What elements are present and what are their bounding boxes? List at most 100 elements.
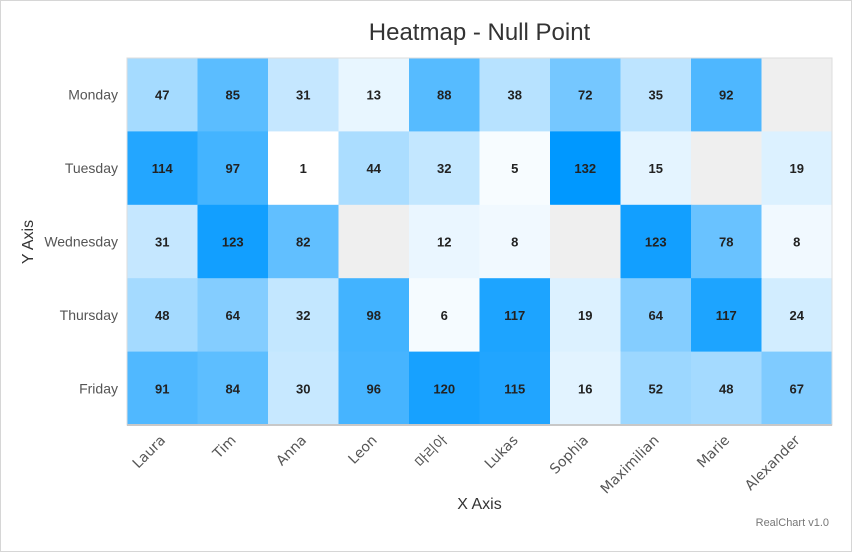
cell-value-label: 44 xyxy=(367,161,382,176)
heatmap-cell xyxy=(691,278,762,352)
x-axis-title: X Axis xyxy=(457,496,502,513)
x-tick-label: Tim xyxy=(209,433,239,463)
x-tick-label: Lukas xyxy=(482,433,522,473)
x-tick-label: Anna xyxy=(273,433,310,470)
heatmap-cell xyxy=(691,58,762,132)
heatmap-null-cell xyxy=(550,204,621,279)
heatmap-cell xyxy=(197,278,269,352)
y-tick-label: Monday xyxy=(68,87,118,103)
y-tick-label: Thursday xyxy=(60,307,118,323)
heatmap-cell xyxy=(338,351,410,426)
cell-value-label: 24 xyxy=(790,308,805,323)
cell-value-label: 16 xyxy=(578,381,592,396)
cell-value-label: 88 xyxy=(437,88,451,103)
heatmap-cell xyxy=(479,278,551,352)
cell-value-label: 31 xyxy=(296,88,310,103)
heatmap-cell xyxy=(127,58,198,132)
heatmap-cell xyxy=(691,204,762,279)
heatmap-cell xyxy=(550,278,621,352)
cell-value-label: 6 xyxy=(441,308,448,323)
heatmap-cell xyxy=(620,131,692,206)
cell-value-label: 117 xyxy=(716,308,737,323)
heatmap-cell xyxy=(338,58,410,132)
cell-value-label: 72 xyxy=(578,88,592,103)
x-tick-label: Leon xyxy=(345,433,380,468)
cell-value-label: 32 xyxy=(437,161,451,176)
cell-value-label: 84 xyxy=(226,381,241,396)
heatmap-cell xyxy=(550,58,621,132)
cell-value-label: 38 xyxy=(508,88,522,103)
cell-value-label: 97 xyxy=(226,161,240,176)
cell-value-label: 120 xyxy=(433,381,455,396)
heatmap-cell xyxy=(197,131,269,206)
heatmap-null-cell xyxy=(691,131,762,206)
cell-value-label: 8 xyxy=(793,235,800,250)
cell-value-label: 64 xyxy=(649,308,664,323)
heatmap-cell xyxy=(409,131,480,206)
heatmap-cell xyxy=(479,204,551,279)
heatmap-cell xyxy=(268,351,339,426)
heatmap-cell xyxy=(197,351,269,426)
heatmap-cell xyxy=(620,278,692,352)
y-tick-label: Tuesday xyxy=(65,160,118,176)
heatmap-cell xyxy=(197,204,269,279)
heatmap-null-cell xyxy=(338,204,410,279)
cell-value-label: 19 xyxy=(790,161,804,176)
cell-value-label: 5 xyxy=(511,161,518,176)
cell-value-label: 91 xyxy=(155,381,169,396)
cell-value-label: 82 xyxy=(296,235,310,250)
cell-value-label: 30 xyxy=(296,381,310,396)
heatmap-cell xyxy=(268,58,339,132)
heatmap-cell xyxy=(409,204,480,279)
heatmap-cell xyxy=(550,351,621,426)
y-tick-label: Wednesday xyxy=(44,234,118,250)
cell-value-label: 85 xyxy=(226,88,240,103)
x-tick-label: Maximilian xyxy=(598,433,663,498)
cell-value-label: 52 xyxy=(649,381,663,396)
x-tick-label: Alexander xyxy=(742,432,804,494)
cell-value-label: 64 xyxy=(226,308,241,323)
cell-value-label: 67 xyxy=(790,381,804,396)
heatmap-cell xyxy=(338,278,410,352)
heatmap-cell xyxy=(691,351,762,426)
cell-value-label: 78 xyxy=(719,235,733,250)
chart-title: Heatmap - Null Point xyxy=(368,19,591,46)
heatmap-cell xyxy=(338,131,410,206)
cell-value-label: 35 xyxy=(649,88,663,103)
heatmap-cell xyxy=(268,204,339,279)
heatmap-cell xyxy=(620,351,692,426)
cell-value-label: 47 xyxy=(155,88,169,103)
heatmap-cell xyxy=(479,58,551,132)
cell-value-label: 117 xyxy=(504,308,525,323)
x-tick-label: Laura xyxy=(130,433,169,472)
cell-value-label: 13 xyxy=(367,88,381,103)
heatmap-cell xyxy=(761,278,833,352)
heatmap-null-cell xyxy=(761,58,833,132)
x-tick-label: Marie xyxy=(694,433,733,472)
heatmap-cell xyxy=(409,278,480,352)
heatmap-cell xyxy=(550,131,621,206)
heatmap-cell xyxy=(127,278,198,352)
heatmap-cell xyxy=(127,204,198,279)
cell-value-label: 32 xyxy=(296,308,310,323)
cell-value-label: 48 xyxy=(719,381,733,396)
heatmap-cell xyxy=(761,204,833,279)
x-tick-label: Sophia xyxy=(547,433,592,478)
heatmap-cell xyxy=(127,351,198,426)
cell-value-label: 96 xyxy=(367,381,381,396)
heatmap-cell xyxy=(479,131,551,206)
cell-value-label: 98 xyxy=(367,308,381,323)
x-tick-label: 마리아 xyxy=(412,432,451,471)
cell-value-label: 132 xyxy=(574,161,596,176)
cell-value-label: 123 xyxy=(645,235,667,250)
heatmap-cell xyxy=(620,58,692,132)
heatmap-cell xyxy=(761,351,833,426)
credits-label: RealChart v1.0 xyxy=(755,517,829,529)
heatmap-cell xyxy=(197,58,269,132)
cell-value-label: 19 xyxy=(578,308,592,323)
heatmap-cell xyxy=(409,58,480,132)
cell-value-label: 115 xyxy=(504,381,525,396)
heatmap-cell xyxy=(409,351,480,426)
